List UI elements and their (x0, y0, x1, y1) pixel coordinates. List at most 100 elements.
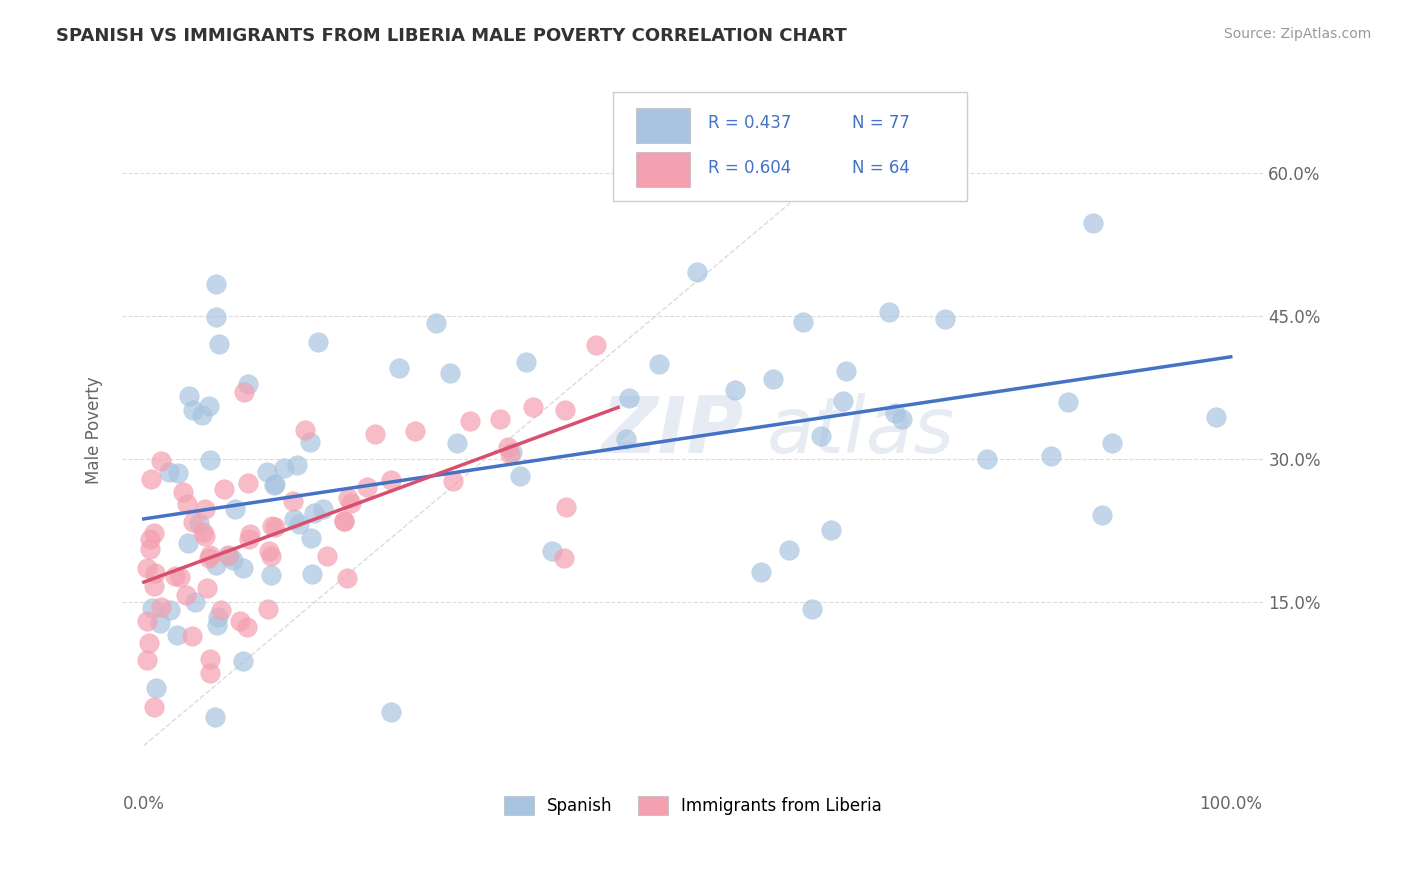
Text: ZIP: ZIP (602, 392, 744, 468)
Point (166, 627, 188, 641)
Point (260, 568, 283, 582)
Point (183, 595, 205, 609)
Point (380, 706, 402, 720)
Text: SPANISH VS IMMIGRANTS FROM LIBERIA MALE POVERTY CORRELATION CHART: SPANISH VS IMMIGRANTS FROM LIBERIA MALE … (56, 27, 846, 45)
Point (686, 265, 709, 279)
Point (139, 532, 162, 546)
Point (273, 461, 295, 475)
Point (232, 561, 254, 575)
Point (312, 502, 335, 516)
Point (260, 549, 283, 563)
Point (174, 589, 197, 603)
Point (934, 312, 956, 326)
Point (181, 403, 204, 417)
Point (208, 336, 231, 351)
Text: N = 77: N = 77 (852, 114, 910, 132)
Point (232, 654, 254, 668)
Point (166, 466, 188, 480)
Point (1057, 395, 1080, 409)
Point (169, 570, 191, 584)
Point (159, 603, 181, 617)
Point (762, 372, 785, 386)
Point (195, 581, 218, 595)
Point (404, 425, 426, 439)
Point (214, 482, 236, 496)
Point (1091, 508, 1114, 522)
Y-axis label: Male Poverty: Male Poverty (86, 376, 103, 484)
FancyBboxPatch shape (613, 92, 966, 201)
Point (553, 551, 575, 566)
Point (194, 529, 217, 543)
Point (522, 400, 544, 414)
Point (204, 710, 226, 724)
Point (198, 651, 221, 665)
Point (1081, 216, 1104, 230)
Point (496, 440, 519, 454)
Point (204, 310, 226, 324)
Text: R = 0.604: R = 0.604 (707, 159, 790, 177)
Point (177, 535, 200, 549)
Point (616, 432, 638, 446)
Point (1205, 410, 1227, 425)
Point (501, 445, 523, 459)
Point (150, 600, 173, 615)
Point (136, 614, 159, 628)
Point (198, 549, 221, 563)
Legend: Spanish, Immigrants from Liberia: Spanish, Immigrants from Liberia (494, 786, 891, 825)
Point (218, 549, 240, 563)
Point (1040, 449, 1063, 463)
Point (648, 357, 671, 371)
Point (749, 565, 772, 579)
Point (515, 354, 537, 368)
Point (877, 304, 900, 318)
Point (236, 620, 259, 634)
Point (205, 277, 228, 291)
Point (149, 453, 172, 467)
Point (281, 493, 304, 508)
Point (302, 506, 325, 520)
Point (180, 629, 202, 643)
Point (890, 412, 912, 426)
Point (425, 316, 447, 330)
Point (810, 429, 832, 443)
Point (217, 549, 239, 563)
Point (714, 176, 737, 190)
Text: Source: ZipAtlas.com: Source: ZipAtlas.com (1223, 27, 1371, 41)
Point (264, 477, 287, 491)
Point (239, 526, 262, 541)
Point (298, 434, 321, 449)
Point (207, 617, 229, 632)
Point (197, 400, 219, 414)
FancyBboxPatch shape (636, 152, 690, 187)
Point (792, 315, 814, 329)
Point (285, 458, 308, 473)
Point (256, 465, 278, 479)
Point (157, 465, 180, 479)
Point (332, 514, 354, 528)
Point (380, 474, 402, 488)
Point (233, 385, 256, 400)
Point (800, 602, 823, 616)
Point (142, 700, 165, 714)
Point (179, 389, 201, 403)
Point (262, 518, 284, 533)
Point (778, 542, 800, 557)
Point (308, 335, 330, 350)
Text: R = 0.437: R = 0.437 (707, 114, 792, 132)
Point (446, 435, 468, 450)
Point (363, 427, 385, 442)
Point (835, 364, 858, 378)
Point (1101, 435, 1123, 450)
Point (337, 491, 360, 505)
Point (336, 571, 359, 585)
Point (509, 469, 531, 483)
FancyBboxPatch shape (636, 108, 690, 143)
Point (149, 615, 172, 630)
Point (136, 653, 159, 667)
Point (541, 544, 564, 558)
Point (207, 609, 229, 624)
Point (197, 551, 219, 566)
Point (136, 561, 159, 575)
Point (257, 601, 280, 615)
Point (229, 614, 252, 628)
